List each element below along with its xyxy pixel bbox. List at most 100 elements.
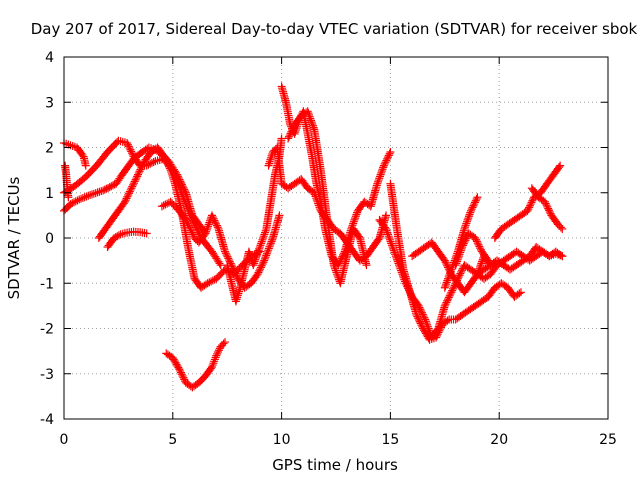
data-point: [161, 155, 170, 164]
data-point: [349, 217, 358, 226]
data-point: [434, 328, 443, 337]
series-track-r: [490, 161, 565, 242]
data-point: [114, 231, 123, 240]
data-point: [129, 179, 138, 188]
data-point: [305, 112, 314, 121]
data-point: [558, 224, 567, 233]
data-markers: [60, 82, 567, 392]
data-point: [285, 131, 294, 140]
data-point: [132, 174, 141, 183]
data-point: [544, 204, 553, 213]
data-point: [454, 252, 463, 261]
data-point: [209, 359, 218, 368]
data-point: [169, 173, 178, 182]
data-point: [418, 322, 427, 331]
data-point: [354, 232, 363, 241]
data-point: [459, 241, 468, 250]
data-point: [362, 261, 371, 270]
data-point: [191, 221, 200, 230]
data-point: [414, 316, 423, 325]
data-point: [476, 244, 485, 253]
data-point: [523, 206, 532, 215]
data-point: [129, 180, 138, 189]
data-point: [383, 154, 392, 163]
data-point: [201, 229, 210, 238]
data-point: [308, 121, 317, 130]
y-tick-label: 2: [45, 141, 54, 157]
data-point: [468, 203, 477, 212]
data-point: [375, 172, 384, 181]
data-point: [391, 252, 400, 261]
data-point: [255, 243, 264, 252]
data-point: [455, 271, 464, 280]
data-point: [377, 168, 386, 177]
data-point: [556, 223, 565, 232]
data-point: [64, 193, 73, 202]
data-point: [261, 226, 270, 235]
data-point: [80, 193, 89, 202]
data-point: [255, 244, 264, 253]
data-point: [440, 301, 449, 310]
data-point: [447, 265, 456, 274]
data-point: [261, 253, 270, 262]
data-point: [71, 197, 80, 206]
data-point: [266, 240, 275, 249]
data-point: [440, 283, 449, 292]
data-point: [456, 248, 465, 257]
data-point: [168, 171, 177, 180]
data-point: [436, 325, 445, 334]
data-point: [471, 234, 480, 242]
data-point: [208, 276, 217, 285]
data-point: [314, 199, 323, 208]
data-point: [289, 124, 298, 133]
data-point: [138, 162, 147, 171]
data-point: [473, 239, 482, 248]
data-point: [262, 251, 271, 260]
data-point: [147, 158, 156, 167]
data-point: [432, 331, 441, 340]
data-point: [266, 155, 275, 164]
data-point: [310, 190, 319, 199]
data-point: [413, 312, 422, 321]
data-point: [187, 228, 196, 237]
data-point: [458, 243, 467, 252]
data-point: [167, 170, 176, 179]
data-point: [375, 174, 384, 183]
data-point: [461, 236, 470, 245]
data-point: [381, 158, 390, 167]
data-point: [442, 260, 451, 269]
data-point: [392, 253, 401, 262]
data-point: [351, 212, 360, 221]
data-point: [313, 197, 322, 206]
series-track-f: [103, 227, 151, 252]
data-point: [161, 200, 170, 209]
data-point: [203, 224, 212, 233]
series-track-k: [264, 143, 391, 265]
data-point: [385, 149, 394, 158]
data-point: [454, 253, 463, 262]
data-point: [466, 208, 475, 217]
data-point: [212, 219, 221, 228]
data-point: [187, 214, 196, 223]
data-point: [211, 218, 220, 227]
data-point: [330, 262, 339, 271]
data-point: [97, 187, 106, 196]
data-point: [250, 257, 259, 266]
data-point: [122, 194, 131, 203]
data-point: [444, 274, 453, 283]
data-point: [555, 163, 564, 172]
data-point: [455, 250, 464, 259]
data-point: [384, 230, 393, 239]
axis-ticks: 0 5 10 15 20 25 -4 -3 -2 -1 0 1 2 3 4: [40, 50, 617, 448]
x-tick-label: 0: [60, 432, 69, 448]
data-point: [177, 370, 186, 379]
data-point: [526, 200, 535, 209]
data-point: [389, 244, 398, 253]
data-point: [255, 266, 264, 275]
data-point: [384, 232, 393, 241]
data-point: [457, 244, 466, 253]
data-point: [187, 226, 196, 235]
data-point: [374, 176, 383, 185]
data-point: [516, 288, 525, 297]
